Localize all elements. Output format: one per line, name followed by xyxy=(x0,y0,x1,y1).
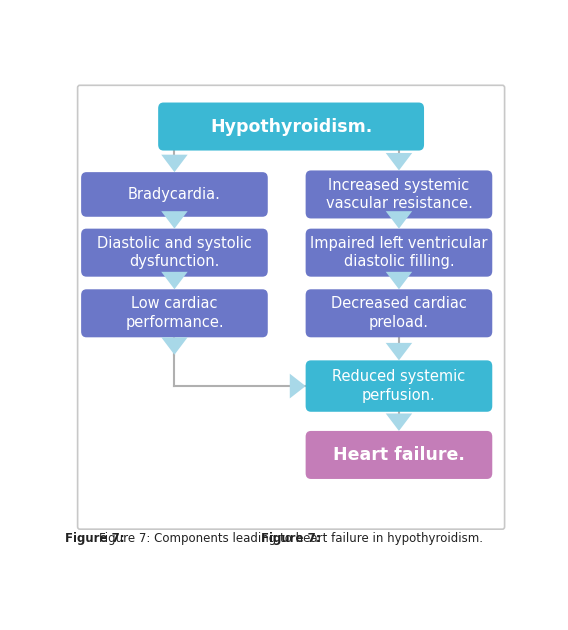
Polygon shape xyxy=(161,155,187,172)
Text: Impaired left ventricular
diastolic filling.: Impaired left ventricular diastolic fill… xyxy=(310,236,488,270)
Polygon shape xyxy=(386,272,412,289)
Polygon shape xyxy=(161,272,187,289)
Text: Figure 7:: Figure 7: xyxy=(65,532,124,546)
FancyBboxPatch shape xyxy=(81,229,268,277)
FancyBboxPatch shape xyxy=(78,85,504,529)
Text: Low cardiac
performance.: Low cardiac performance. xyxy=(125,297,224,330)
Text: Diastolic and systolic
dysfunction.: Diastolic and systolic dysfunction. xyxy=(97,236,252,270)
Text: Heart failure.: Heart failure. xyxy=(333,446,465,464)
FancyBboxPatch shape xyxy=(306,171,492,219)
Text: Increased systemic
vascular resistance.: Increased systemic vascular resistance. xyxy=(325,178,473,211)
Text: Bradycardia.: Bradycardia. xyxy=(128,187,221,202)
Polygon shape xyxy=(386,413,412,431)
Polygon shape xyxy=(290,374,306,398)
Polygon shape xyxy=(161,337,187,355)
FancyBboxPatch shape xyxy=(306,360,492,412)
Polygon shape xyxy=(386,153,412,171)
FancyBboxPatch shape xyxy=(306,229,492,277)
Text: Decreased cardiac
preload.: Decreased cardiac preload. xyxy=(331,297,467,330)
Polygon shape xyxy=(386,211,412,229)
Text: Reduced systemic
perfusion.: Reduced systemic perfusion. xyxy=(332,369,466,403)
FancyBboxPatch shape xyxy=(81,289,268,337)
FancyBboxPatch shape xyxy=(81,172,268,217)
FancyBboxPatch shape xyxy=(158,103,424,151)
Polygon shape xyxy=(386,343,412,360)
FancyBboxPatch shape xyxy=(306,289,492,337)
Text: Figure 7: Components leading to heart failure in hypothyroidism.: Figure 7: Components leading to heart fa… xyxy=(99,532,483,546)
Text: Hypothyroidism.: Hypothyroidism. xyxy=(210,118,372,135)
Text: Figure 7:: Figure 7: xyxy=(261,532,321,546)
Polygon shape xyxy=(161,211,187,229)
FancyBboxPatch shape xyxy=(306,431,492,479)
